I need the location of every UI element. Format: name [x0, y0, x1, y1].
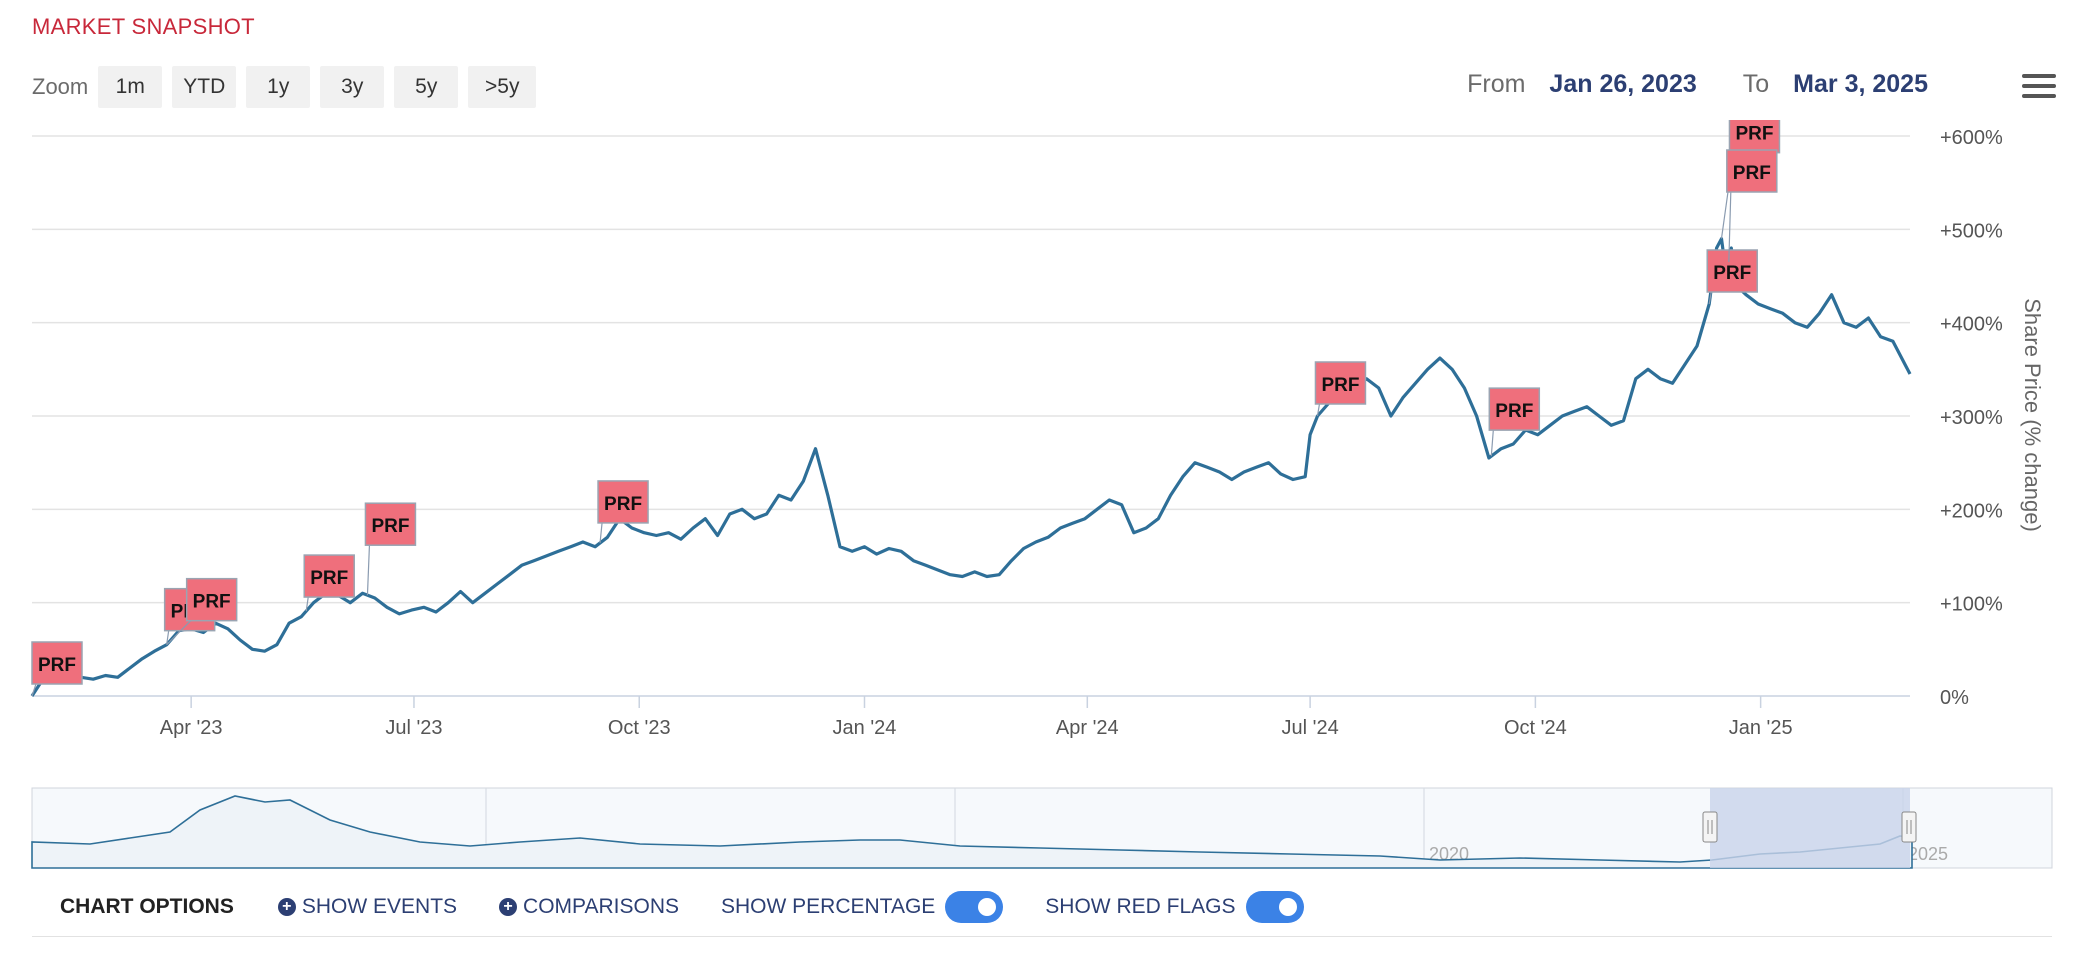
- red-flag-stem: [599, 522, 603, 543]
- red-flag-box: [364, 502, 417, 546]
- red-flag-label: PRF: [1495, 401, 1533, 422]
- comparisons-label: COMPARISONS: [523, 895, 679, 918]
- red-flag-stem: [31, 683, 37, 697]
- navigator-year-label: 2025: [1908, 844, 1948, 864]
- red-flag-marker: PRF: [1706, 249, 1758, 305]
- show-red-flags-option: SHOW RED FLAGS: [1045, 891, 1304, 923]
- red-flag-box: [31, 641, 83, 685]
- x-tick-label: Jan '25: [1729, 717, 1793, 739]
- red-flag-box: [597, 480, 649, 524]
- x-tick-label: Jan '24: [833, 717, 897, 739]
- zoom-1y-button[interactable]: 1y: [246, 66, 311, 108]
- red-flag-marker: PRF: [1726, 149, 1778, 263]
- red-flag-stem: [1708, 291, 1712, 305]
- hamburger-menu-icon[interactable]: [2022, 74, 2056, 104]
- red-flag-stem: [166, 620, 192, 646]
- red-flag-box: [303, 554, 355, 598]
- to-date-input[interactable]: Mar 3, 2025: [1793, 70, 1928, 98]
- x-tick-label: Oct '24: [1504, 717, 1567, 739]
- navigator-right-handle[interactable]: [1901, 811, 1917, 843]
- from-label: From: [1467, 70, 1526, 98]
- red-flag-label: PRF: [193, 592, 231, 613]
- red-flag-box: [1314, 361, 1367, 405]
- red-flag-label: PRF: [1735, 124, 1773, 145]
- red-flag-box: [1488, 387, 1541, 431]
- from-date-input[interactable]: Jan 26, 2023: [1549, 70, 1697, 98]
- red-flag-marker: PRF: [166, 577, 238, 646]
- zoom-3y-button[interactable]: 3y: [320, 66, 385, 108]
- y-tick-label: +300%: [1940, 407, 2003, 429]
- y-tick-label: +600%: [1940, 127, 2003, 149]
- red-flag-label: PRF: [1713, 263, 1751, 284]
- zoom-max-button[interactable]: >5y: [468, 66, 537, 108]
- x-tick-label: Apr '24: [1056, 717, 1119, 739]
- y-tick-label: +400%: [1940, 314, 2003, 336]
- red-flag-stem: [1728, 191, 1732, 263]
- red-flag-label: PRF: [371, 516, 409, 537]
- x-tick-label: Oct '23: [608, 717, 671, 739]
- plus-circle-icon: +: [499, 898, 518, 916]
- show-percentage-toggle[interactable]: [945, 891, 1004, 923]
- navigator-selection[interactable]: [1710, 788, 1910, 868]
- page-title: MARKET SNAPSHOT: [32, 14, 255, 39]
- zoom-bar: Zoom 1m YTD 1y 3y 5y >5y: [32, 66, 546, 108]
- red-flag-label: PRF: [1733, 163, 1771, 184]
- zoom-ytd-button[interactable]: YTD: [172, 66, 237, 108]
- to-label: To: [1742, 70, 1770, 98]
- red-flag-stem: [1316, 403, 1321, 417]
- red-flag-marker: PRF: [303, 554, 355, 612]
- red-flag-stem: [1490, 430, 1494, 457]
- red-flag-box: [1726, 149, 1778, 193]
- red-flag-label: PRF: [1321, 375, 1359, 396]
- show-percentage-label: SHOW PERCENTAGE: [721, 895, 936, 918]
- show-events-button[interactable]: + SHOW EVENTS: [277, 895, 458, 919]
- red-flag-marker: PRF: [1314, 361, 1367, 417]
- red-flag-marker: PRF: [597, 480, 649, 543]
- plus-circle-icon: +: [277, 898, 296, 916]
- y-tick-label: 0%: [1940, 687, 1969, 709]
- chart-options-title: CHART OPTIONS: [60, 895, 234, 918]
- zoom-1m-button[interactable]: 1m: [98, 66, 163, 108]
- red-flag-label: PRF: [310, 568, 348, 589]
- red-flag-stem: [166, 630, 170, 645]
- x-tick-label: Jul '23: [385, 717, 442, 739]
- red-flag-marker: PRF: [31, 641, 83, 697]
- date-range: From Jan 26, 2023 To Mar 3, 2025: [1467, 70, 1928, 99]
- red-flag-box: [1728, 120, 1781, 154]
- red-flag-stem: [305, 596, 309, 612]
- red-flag-box: [1706, 249, 1758, 293]
- show-percentage-option: SHOW PERCENTAGE: [721, 891, 1004, 923]
- show-events-label: SHOW EVENTS: [301, 895, 458, 918]
- navigator-left-handle[interactable]: [1702, 811, 1718, 843]
- y-axis-title: Share Price (% change): [2020, 298, 2045, 532]
- price-line: [30, 237, 1912, 697]
- red-flag-marker: PRF: [1488, 387, 1541, 457]
- y-tick-label: +100%: [1940, 594, 2003, 616]
- red-flag-box: [185, 577, 238, 622]
- red-flag-marker: PRF: [364, 502, 417, 596]
- show-red-flags-label: SHOW RED FLAGS: [1045, 895, 1236, 918]
- chart-options-bar: CHART OPTIONS + SHOW EVENTS + COMPARISON…: [32, 878, 2052, 937]
- x-tick-label: Jul '24: [1282, 717, 1339, 739]
- red-flag-stem: [366, 545, 371, 596]
- y-tick-label: +200%: [1940, 500, 2003, 522]
- show-red-flags-toggle[interactable]: [1245, 891, 1304, 923]
- zoom-label: Zoom: [32, 74, 89, 99]
- x-tick-label: Apr '23: [160, 717, 223, 739]
- comparisons-button[interactable]: + COMPARISONS: [499, 895, 679, 919]
- share-price-chart: Apr '23 Jul '23 Oct '23 Jan '24 Apr '24 Jul '…: [30, 120, 2053, 869]
- red-flag-label: PRF: [38, 655, 76, 676]
- red-flag-label: PRF: [604, 494, 642, 515]
- y-tick-label: +500%: [1940, 220, 2003, 242]
- zoom-5y-button[interactable]: 5y: [394, 66, 459, 108]
